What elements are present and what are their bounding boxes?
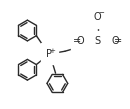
Text: =: = xyxy=(114,36,122,46)
Text: O: O xyxy=(94,12,102,22)
Text: +: + xyxy=(50,48,55,54)
Text: S: S xyxy=(95,36,101,46)
Text: P: P xyxy=(46,49,52,59)
Text: O: O xyxy=(111,36,119,46)
Text: =: = xyxy=(73,36,81,46)
Text: −: − xyxy=(99,9,104,16)
Text: O: O xyxy=(76,36,84,46)
